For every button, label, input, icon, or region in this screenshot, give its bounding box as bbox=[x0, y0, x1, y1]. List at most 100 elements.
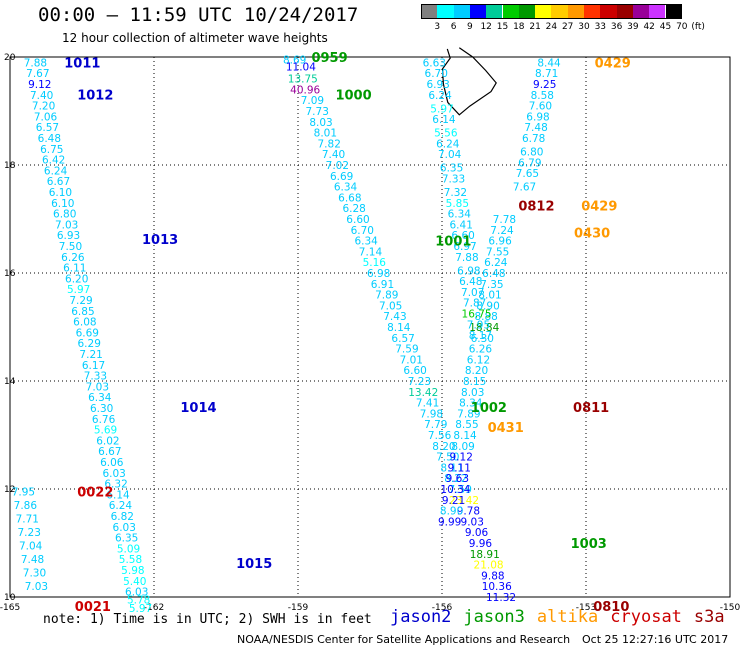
data-point-jason2: 5.69 bbox=[94, 425, 117, 437]
pass-time-label-altika: 0429 bbox=[595, 56, 631, 71]
data-point-jason2: 6.29 bbox=[78, 338, 101, 350]
color-scale-swatch bbox=[437, 4, 454, 19]
x-tick-label: -156 bbox=[432, 603, 453, 613]
data-point-s3a: 6.63 bbox=[423, 57, 446, 69]
data-point-s3a: 6.60 bbox=[451, 230, 474, 242]
legend-entry-altika: altika bbox=[536, 607, 599, 627]
data-point-jason2: 6.32 bbox=[104, 479, 127, 491]
color-scale-swatch bbox=[665, 4, 682, 19]
data-point-altika: 6.12 bbox=[467, 354, 490, 366]
pass-time-label-jason2: 1013 bbox=[142, 233, 178, 248]
color-scale-swatch bbox=[600, 4, 617, 19]
color-scale-swatch bbox=[632, 4, 650, 19]
pass-time-label-jason3: 1001 bbox=[435, 235, 471, 250]
data-point-altika: 6.30 bbox=[471, 333, 494, 345]
data-point-jason2: 6.14 bbox=[106, 489, 130, 501]
color-scale-label: 15 bbox=[496, 22, 509, 32]
data-point-jason2: 7.03 bbox=[86, 381, 109, 393]
data-point-jason3: 7.23 bbox=[408, 376, 431, 388]
color-scale-label: 27 bbox=[561, 22, 574, 32]
data-point-jason3: 40.96 bbox=[290, 84, 320, 96]
pass-time-label-jason2: 1011 bbox=[64, 56, 100, 71]
data-point-jason3: 9.78 bbox=[457, 506, 480, 518]
data-point-jason2: 6.10 bbox=[51, 198, 74, 210]
data-point-s3a: 16.75 bbox=[462, 309, 492, 321]
data-point-s3a: 6.48 bbox=[459, 276, 482, 288]
data-point-cryosat: 7.86 bbox=[14, 500, 38, 512]
data-point-cryosat: 7.04 bbox=[19, 541, 43, 553]
data-point-altika: 7.78 bbox=[493, 214, 516, 226]
data-point-jason2: 6.30 bbox=[90, 403, 113, 415]
color-scale-label: 6 bbox=[450, 22, 457, 32]
data-point-jason2: 7.50 bbox=[59, 241, 82, 253]
color-scale-label: 24 bbox=[545, 22, 558, 32]
data-point-jason2: 6.80 bbox=[53, 209, 76, 221]
data-point-jason3: 8.22 bbox=[444, 473, 467, 485]
data-point-jason3: 6.91 bbox=[371, 279, 394, 291]
pass-time-label-s3a: 0810 bbox=[593, 600, 629, 615]
y-tick-label: 16 bbox=[4, 269, 16, 279]
data-point-s3a: 7.88 bbox=[455, 252, 478, 264]
data-point-jason3: 6.68 bbox=[338, 192, 361, 204]
y-tick-label: 12 bbox=[4, 485, 15, 495]
data-point-jason3: 7.41 bbox=[416, 398, 439, 410]
data-point-altika: 8.90 bbox=[440, 506, 463, 518]
data-point-s3a: 7.95 bbox=[467, 319, 490, 331]
data-point-jason3: 7.09 bbox=[301, 95, 324, 107]
data-point-jason3: 6.57 bbox=[391, 333, 414, 345]
pass-time-label-jason3: 0959 bbox=[311, 51, 347, 66]
data-point-jason2: 6.67 bbox=[47, 176, 70, 188]
color-scale-swatch bbox=[486, 4, 503, 19]
data-point-altika: 8.55 bbox=[455, 419, 478, 431]
color-scale-label: 70 bbox=[676, 22, 688, 32]
pass-time-label-jason2: 1015 bbox=[236, 557, 272, 572]
data-point-s3a: 8.17 bbox=[469, 330, 492, 342]
data-point-jason3: 9.96 bbox=[469, 538, 493, 550]
color-scale-swatch bbox=[518, 4, 536, 19]
color-scale-swatch bbox=[469, 4, 487, 19]
data-point-altika: 8.15 bbox=[463, 376, 486, 388]
data-point-altika: 7.60 bbox=[529, 101, 552, 113]
data-point-jason2: 6.48 bbox=[38, 133, 61, 145]
data-point-s3a: 6.93 bbox=[426, 79, 449, 91]
y-tick-label: 14 bbox=[4, 377, 16, 387]
data-point-jason2: 6.03 bbox=[113, 522, 136, 534]
data-point-altika: 6.79 bbox=[518, 157, 541, 169]
plot-frame bbox=[9, 56, 731, 598]
data-point-s3a: 6.97 bbox=[453, 241, 476, 253]
color-scale-label: 36 bbox=[610, 22, 623, 32]
data-point-altika: 9.12 bbox=[450, 452, 473, 464]
data-point-jason3: 7.43 bbox=[383, 311, 406, 323]
data-point-altika: 18.84 bbox=[469, 322, 499, 334]
data-point-s3a: 7.33 bbox=[442, 174, 465, 186]
data-point-jason2: 6.34 bbox=[88, 392, 112, 404]
data-point-cryosat: 7.23 bbox=[18, 527, 41, 539]
color-scale-label: 45 bbox=[659, 22, 672, 32]
data-point-altika: 10.34 bbox=[440, 484, 470, 496]
data-point-jason2: 6.06 bbox=[100, 457, 124, 469]
data-point-jason2: 6.17 bbox=[82, 360, 105, 372]
data-point-jason2: 6.02 bbox=[96, 435, 119, 447]
data-point-jason3: 11.04 bbox=[286, 62, 316, 74]
data-point-jason3: 13.42 bbox=[408, 387, 438, 399]
data-point-s3a: 5.56 bbox=[434, 128, 458, 140]
data-point-s3a: 6.35 bbox=[440, 163, 463, 175]
data-point-jason2: 6.67 bbox=[98, 446, 121, 458]
data-point-altika: 9.25 bbox=[533, 79, 556, 91]
data-point-jason3: 9.06 bbox=[465, 527, 489, 539]
color-scale-swatch bbox=[535, 4, 552, 19]
data-point-altika: 8.03 bbox=[461, 387, 484, 399]
data-point-jason3: 8.20 bbox=[432, 441, 455, 453]
data-point-altika: 7.24 bbox=[490, 225, 514, 237]
data-point-jason2: 7.20 bbox=[32, 101, 55, 113]
data-point-jason2: 6.82 bbox=[111, 511, 134, 523]
data-point-jason3: 7.98 bbox=[420, 408, 443, 420]
data-point-jason3: 21.08 bbox=[474, 560, 504, 572]
data-point-altika: 8.58 bbox=[531, 90, 554, 102]
color-scale-label: 12 bbox=[480, 22, 492, 32]
data-point-altika: 8.88 bbox=[474, 311, 497, 323]
data-point-jason3: 7.02 bbox=[326, 160, 349, 172]
color-scale-swatch bbox=[567, 4, 584, 19]
coastline bbox=[441, 47, 497, 116]
